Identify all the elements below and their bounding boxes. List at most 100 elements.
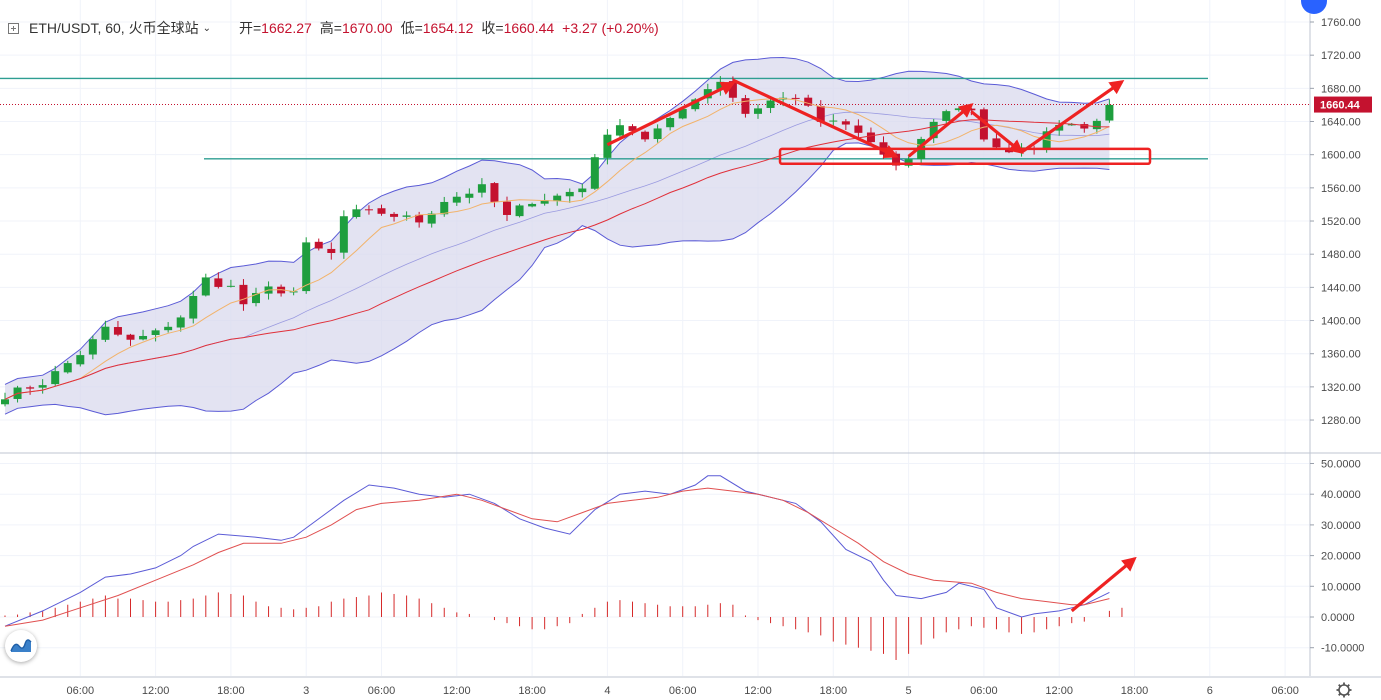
candle-body [490, 183, 499, 202]
candle-body [302, 242, 311, 292]
candle-body [214, 278, 223, 287]
candle-body [327, 248, 336, 253]
candle-body [38, 385, 47, 388]
macd-tick-label: 40.0000 [1321, 489, 1361, 501]
candle-body [904, 159, 913, 166]
candle-body [1105, 104, 1114, 121]
price-tick-label: 1520.00 [1321, 216, 1361, 228]
candle-body [615, 125, 624, 136]
ma-short-line [4, 97, 1110, 400]
candle-body [352, 209, 361, 217]
candle-body [440, 201, 449, 215]
candle-body [816, 106, 825, 122]
trend-arrow [970, 110, 1024, 155]
price-axis: 1760.00 1720.00 1680.00 1640.00 1600.00 1560.… [1309, 0, 1372, 676]
blue-dot-icon[interactable] [1301, 0, 1327, 14]
candle-body [578, 188, 587, 193]
time-tick-label: 06:00 [669, 685, 697, 697]
time-axis: 06:00 12:00 18:00 3 06:00 12:00 18:00 4 06:00 12:… [67, 682, 1352, 698]
high-value: 1670.00 [341, 20, 393, 36]
trend-arrow [907, 103, 974, 158]
box-plus-icon[interactable] [8, 22, 19, 34]
candle-body [452, 196, 461, 203]
candle-body [979, 109, 988, 140]
macd-panel[interactable] [0, 452, 1381, 678]
gear-ring [1338, 684, 1350, 696]
candle-body [804, 97, 813, 106]
time-tick-label: 12:00 [142, 685, 170, 697]
last-price-label: 1660.44 [1320, 100, 1361, 112]
candle-body [26, 387, 35, 389]
time-tick-label: 06:00 [368, 685, 396, 697]
price-tick-label: 1400.00 [1321, 316, 1361, 328]
time-tick-label: 18:00 [518, 685, 546, 697]
change-value: +3.27 (+0.20%) [562, 20, 659, 36]
time-tick-label: 4 [604, 685, 610, 697]
candle-body [766, 100, 775, 108]
high-label: 高= [319, 20, 342, 36]
gear-tooth [1346, 684, 1350, 688]
candle-body [603, 134, 612, 158]
price-tick-label: 1360.00 [1321, 349, 1361, 361]
band-lower-line [4, 142, 1110, 416]
gear-icon[interactable] [1336, 682, 1352, 698]
macd-tick-label: 0.0000 [1321, 612, 1355, 624]
price-tick-label: 1560.00 [1321, 183, 1361, 195]
time-tick-label: 06:00 [1271, 685, 1299, 697]
macd-tick-label: -10.0000 [1321, 643, 1364, 655]
time-tick-label: 6 [1207, 685, 1213, 697]
candle-body [1055, 125, 1064, 131]
candle-body [113, 327, 122, 335]
candle-body [553, 195, 562, 202]
chevron-down-icon[interactable]: ⌄ [202, 22, 211, 34]
band-upper-line [4, 56, 1110, 385]
time-tick-label: 06:00 [970, 685, 998, 697]
open-label: 开= [238, 20, 262, 36]
trend-arrow [606, 81, 736, 147]
price-tick-label: 1680.00 [1321, 83, 1361, 95]
gear-tooth [1346, 692, 1350, 696]
symbol-label[interactable]: ETH/USDT, 60, 火币全球站 [29, 20, 199, 36]
candle-body [339, 216, 348, 253]
candle-body [252, 292, 260, 304]
close-value: 1660.44 [503, 20, 555, 36]
low-label: 低= [400, 20, 423, 36]
moving-averages [4, 97, 1110, 400]
candle-body [415, 214, 424, 223]
chart-logo-icon[interactable] [5, 630, 37, 662]
candle-body [377, 208, 386, 214]
candle-body [854, 125, 863, 133]
time-tick-label: 12:00 [744, 685, 772, 697]
candle-body [201, 277, 210, 296]
time-tick-label: 18:00 [820, 685, 848, 697]
candle-body [402, 215, 411, 217]
time-tick-label: 18:00 [217, 685, 245, 697]
time-tick-label: 12:00 [1045, 685, 1073, 697]
macd-tick-label: 10.0000 [1321, 581, 1361, 593]
candle-body [139, 335, 148, 340]
candle-body [641, 131, 650, 140]
candle-body [841, 121, 850, 125]
trend-arrow [1020, 80, 1125, 154]
time-tick-label: 3 [303, 685, 309, 697]
macd-dea-line [4, 487, 1110, 627]
candle-body [829, 120, 838, 122]
macd-trend-arrow [1070, 556, 1137, 613]
candle-body [503, 201, 511, 215]
candle-body [691, 99, 700, 110]
candle-body [226, 285, 235, 287]
support-resistance-levels [0, 77, 1310, 160]
price-tick-label: 1480.00 [1321, 249, 1361, 261]
annotations [606, 78, 1152, 166]
candle-body [88, 339, 97, 355]
candle-body [164, 326, 173, 331]
trend-arrow [732, 78, 899, 158]
chart-legend: ETH/USDT, 60, 火币全球站 ⌄ 开= 1662.27 高= 1670… [8, 18, 667, 38]
price-tick-label: 1640.00 [1321, 117, 1361, 129]
candle-body [678, 108, 687, 119]
candle-body [515, 205, 524, 217]
candle-body [703, 89, 712, 99]
candle-body [477, 184, 486, 193]
candle-body [176, 317, 185, 328]
